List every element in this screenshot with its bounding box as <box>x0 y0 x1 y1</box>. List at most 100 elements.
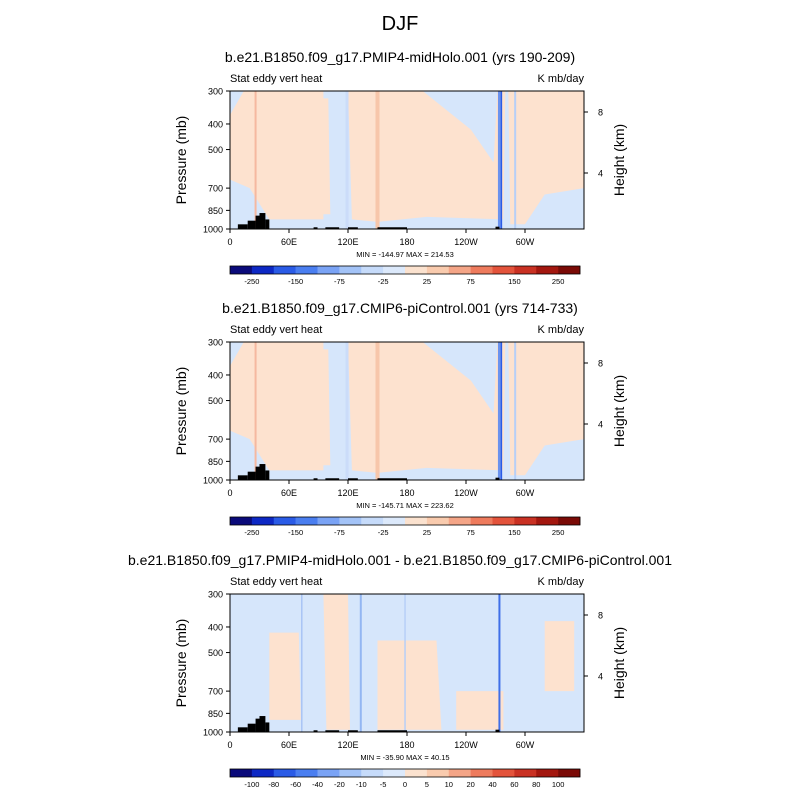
positive-field-region <box>508 342 584 476</box>
colorbar-swatch <box>339 769 362 777</box>
y-tick-label: 700 <box>208 184 223 194</box>
colorbar-swatch <box>361 266 384 274</box>
colorbar-swatch <box>230 769 253 777</box>
field-streak <box>345 342 349 480</box>
colorbar-swatch <box>536 769 559 777</box>
positive-field-region <box>277 98 331 215</box>
terrain-block <box>325 730 340 732</box>
colorbar-swatch <box>492 517 515 525</box>
panel-right-label: K mb/day <box>538 576 585 588</box>
colorbar-swatch <box>514 769 537 777</box>
colorbar-swatch <box>536 266 559 274</box>
x-tick-label: 60W <box>516 488 535 498</box>
y-right-axis-label: Height (km) <box>611 627 627 699</box>
y-tick-label: 400 <box>208 622 223 632</box>
x-tick-label: 120E <box>337 237 358 247</box>
field-streak <box>375 91 380 229</box>
y-right-tick-label: 4 <box>598 420 603 430</box>
colorbar-swatch <box>470 517 493 525</box>
y-right-axis-label: Height (km) <box>611 124 627 196</box>
panel-left-label: Stat eddy vert heat <box>230 576 322 588</box>
terrain-block <box>259 716 266 732</box>
y-right-tick-label: 8 <box>598 108 603 118</box>
colorbar-swatch <box>405 517 428 525</box>
colorbar-swatch <box>492 769 515 777</box>
colorbar-swatch <box>514 517 537 525</box>
terrain-block <box>247 723 256 732</box>
x-tick-label: 120W <box>454 488 478 498</box>
colorbar-swatch <box>317 769 340 777</box>
colorbar-label: 0 <box>403 780 407 789</box>
terrain-block <box>313 478 318 480</box>
colorbar-swatch <box>295 517 318 525</box>
y-tick-label: 1000 <box>203 476 223 486</box>
colorbar-label: 80 <box>532 780 540 789</box>
colorbar-label: 5 <box>425 780 429 789</box>
colorbar-label: 150 <box>508 528 521 537</box>
terrain-block <box>255 466 260 480</box>
y-tick-label: 1000 <box>203 728 223 738</box>
x-tick-label: 60W <box>516 740 535 750</box>
field-streak <box>254 342 257 480</box>
terrain-block <box>237 475 248 480</box>
terrain-block <box>377 227 407 229</box>
y-tick-label: 400 <box>208 370 223 380</box>
colorbar-swatch <box>405 769 428 777</box>
colorbar-swatch <box>317 266 340 274</box>
colorbar-label: 75 <box>466 277 474 286</box>
x-tick-label: 180 <box>399 488 414 498</box>
colorbar-swatch <box>295 266 318 274</box>
positive-field-region <box>348 91 506 222</box>
field-streak <box>345 91 349 229</box>
field-streak <box>500 342 503 480</box>
colorbar-swatch <box>339 517 362 525</box>
y-tick-label: 300 <box>208 338 223 348</box>
chart-panel-1: b.e21.B1850.f09_g17.PMIP4-midHolo.001 (y… <box>173 49 627 286</box>
x-tick-label: 60E <box>281 488 297 498</box>
panel-title: b.e21.B1850.f09_g17.PMIP4-midHolo.001 - … <box>128 552 672 568</box>
terrain-block <box>348 730 358 732</box>
panels: b.e21.B1850.f09_g17.PMIP4-midHolo.001 (y… <box>128 49 672 789</box>
panel-title: b.e21.B1850.f09_g17.PMIP4-midHolo.001 (y… <box>225 49 575 65</box>
y-axis-label: Pressure (mb) <box>173 367 189 456</box>
x-tick-label: 0 <box>227 237 232 247</box>
y-tick-label: 1000 <box>203 225 223 235</box>
terrain-block <box>313 730 318 732</box>
colorbar-label: -5 <box>380 780 387 789</box>
colorbar-label: 25 <box>423 528 431 537</box>
colorbar-frame <box>229 516 581 526</box>
colorbar-label: 40 <box>488 780 496 789</box>
field-streak <box>301 594 303 732</box>
colorbar-swatch <box>426 266 450 274</box>
terrain-block <box>325 478 340 480</box>
x-tick-label: 60E <box>281 237 297 247</box>
terrain-block <box>265 722 270 732</box>
colorbar-label: -10 <box>356 780 367 789</box>
terrain-block <box>377 478 407 480</box>
terrain-block <box>259 464 266 480</box>
colorbar-swatch <box>536 517 559 525</box>
y-right-tick-label: 4 <box>598 169 603 179</box>
colorbar-label: -40 <box>312 780 323 789</box>
colorbar-label: 20 <box>466 780 474 789</box>
colorbar-swatch <box>448 517 471 525</box>
colorbar-label: 25 <box>423 277 431 286</box>
y-tick-label: 300 <box>208 87 223 97</box>
colorbar-swatch <box>383 769 406 777</box>
colorbar-swatch <box>251 517 275 525</box>
colorbar-label: 150 <box>508 277 521 286</box>
y-tick-label: 700 <box>208 435 223 445</box>
colorbar-label: -20 <box>334 780 345 789</box>
positive-field-region <box>348 342 506 473</box>
y-tick-label: 500 <box>208 145 223 155</box>
colorbar-swatch <box>448 769 471 777</box>
x-tick-label: 120W <box>454 740 478 750</box>
colorbar-label: 100 <box>552 780 565 789</box>
terrain-block <box>348 478 358 480</box>
terrain-block <box>265 470 270 480</box>
y-tick-label: 700 <box>208 687 223 697</box>
colorbar-swatch <box>230 517 253 525</box>
positive-field-region <box>277 349 331 466</box>
colorbar-label: -250 <box>244 277 259 286</box>
